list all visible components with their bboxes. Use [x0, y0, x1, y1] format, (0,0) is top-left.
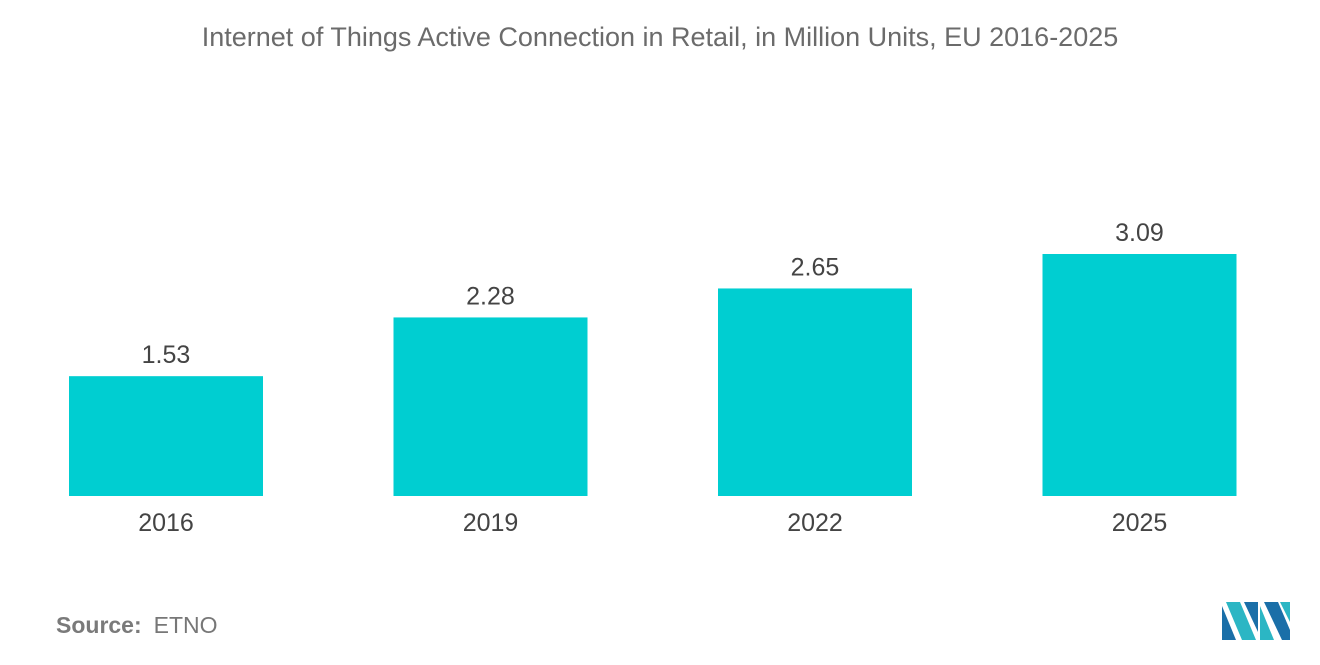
x-tick-label-2016: 2016: [138, 509, 194, 537]
bar-2016: [69, 376, 263, 496]
bar-2019: [393, 317, 588, 496]
bar-2022: [718, 288, 912, 496]
source-label: Source:: [56, 612, 142, 638]
value-label-2019: 2.28: [466, 282, 515, 310]
brand-logo-icon: [1222, 602, 1290, 640]
bar-chart: 1.53 2016 2.28 2019 2.65 2022 3.09 2025: [69, 219, 1237, 537]
value-label-2025: 3.09: [1115, 219, 1164, 247]
x-tick-label-2022: 2022: [787, 509, 843, 537]
x-tick-label-2025: 2025: [1112, 509, 1168, 537]
source-note: Source: ETNO: [56, 612, 218, 639]
bar-2025: [1042, 254, 1237, 496]
value-label-2016: 1.53: [142, 341, 191, 369]
value-label-2022: 2.65: [791, 253, 840, 281]
chart-title: Internet of Things Active Connection in …: [201, 22, 1119, 52]
x-tick-label-2019: 2019: [463, 509, 519, 537]
source-value: ETNO: [153, 612, 218, 638]
